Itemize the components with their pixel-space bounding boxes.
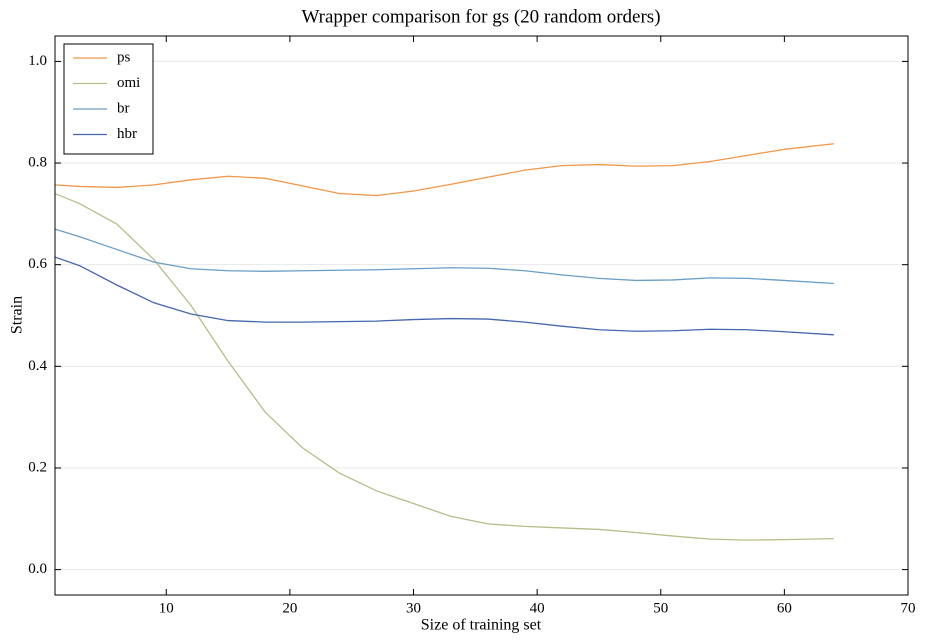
x-axis-label: Size of training set xyxy=(421,617,542,634)
y-tick-label: 0.0 xyxy=(28,561,47,577)
chart-title: Wrapper comparison for gs (20 random ord… xyxy=(301,6,660,27)
y-tick-label: 0.4 xyxy=(28,358,47,374)
x-tick-label: 60 xyxy=(777,600,792,616)
legend-label: br xyxy=(117,100,130,116)
y-tick-label: 0.6 xyxy=(28,256,47,272)
y-tick-label: 0.8 xyxy=(28,154,47,170)
legend-label: hbr xyxy=(117,126,137,142)
legend-label: ps xyxy=(117,49,131,65)
x-tick-label: 40 xyxy=(530,600,545,616)
y-axis-label: Strain xyxy=(9,296,26,334)
series-line xyxy=(54,192,834,541)
x-tick-label: 50 xyxy=(653,600,668,616)
legend-box xyxy=(63,43,154,155)
series-line xyxy=(54,228,834,285)
x-tick-label: 70 xyxy=(901,600,916,616)
legend-label: omi xyxy=(117,75,140,91)
series-line xyxy=(54,256,834,336)
x-tick-label: 10 xyxy=(159,600,174,616)
x-tick-label: 30 xyxy=(406,600,421,616)
plot-frame xyxy=(54,35,909,596)
series-line xyxy=(54,143,834,197)
y-tick-label: 1.0 xyxy=(28,53,47,69)
x-tick-label: 20 xyxy=(282,600,297,616)
y-tick-label: 0.2 xyxy=(28,459,47,475)
